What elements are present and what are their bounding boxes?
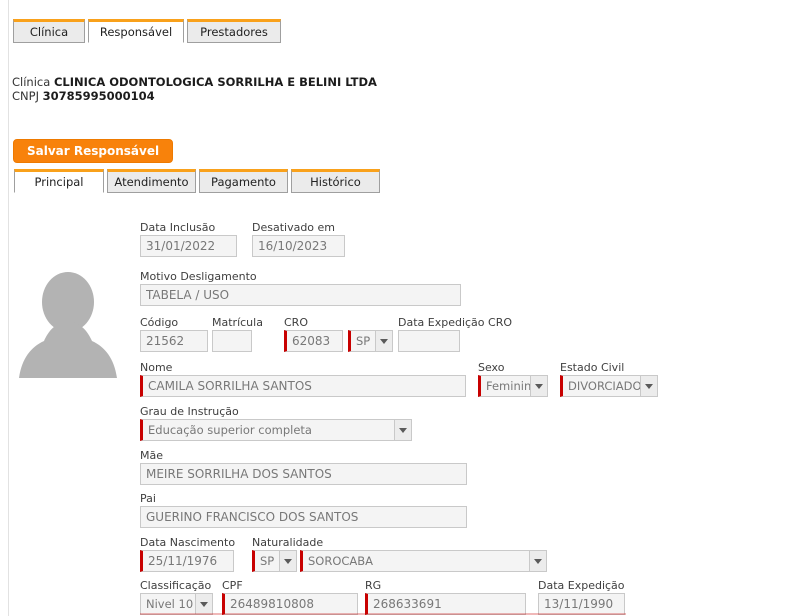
field-data-expedicao-cro: Data Expedição CRO <box>398 316 513 352</box>
motivo-desligamento-input[interactable] <box>140 284 461 306</box>
sexo-value: Feminino <box>486 379 530 393</box>
classificacao-label: Classificação <box>140 579 212 592</box>
grau-instrucao-value: Educação superior completa <box>148 423 312 437</box>
tab-pagamento[interactable]: Pagamento <box>199 169 288 193</box>
clinic-label: Clínica <box>12 75 51 89</box>
field-classificacao: Classificação Nivel 10 <box>140 579 213 615</box>
cnpj-label: CNPJ <box>12 89 39 103</box>
field-motivo-desligamento: Motivo Desligamento <box>140 270 461 306</box>
avatar <box>13 262 123 378</box>
clinic-info: Clínica CLINICA ODONTOLOGICA SORRILHA E … <box>12 75 377 103</box>
cpf-input[interactable] <box>222 593 358 615</box>
cpf-label: CPF <box>222 579 243 592</box>
field-data-inclusao: Data Inclusão <box>140 221 237 257</box>
field-rg: RG <box>365 579 526 615</box>
tab-responsavel[interactable]: Responsável <box>88 19 184 43</box>
mae-label: Mãe <box>140 449 163 462</box>
codigo-label: Código <box>140 316 179 329</box>
field-sexo: Sexo Feminino <box>478 361 548 397</box>
tab-prestadores[interactable]: Prestadores <box>187 19 281 43</box>
matricula-input[interactable] <box>212 330 252 352</box>
cro-uf-select[interactable]: SP <box>348 330 393 352</box>
cro-uf-value: SP <box>356 334 371 348</box>
rg-label: RG <box>365 579 382 592</box>
naturalidade-label: Naturalidade <box>252 536 324 549</box>
data-expedicao-cro-label: Data Expedição CRO <box>398 316 513 329</box>
codigo-input[interactable] <box>140 330 208 352</box>
field-cro-uf: SP <box>348 330 393 352</box>
field-estado-civil: Estado Civil DIVORCIADO <box>560 361 658 397</box>
data-inclusao-label: Data Inclusão <box>140 221 216 234</box>
pai-input[interactable] <box>140 506 467 528</box>
estado-civil-value: DIVORCIADO <box>568 379 640 393</box>
page-left-border <box>8 0 9 616</box>
classificacao-value: Nivel 10 <box>146 597 194 611</box>
nome-label: Nome <box>140 361 173 374</box>
grau-instrucao-select[interactable]: Educação superior completa <box>140 419 412 441</box>
field-pai: Pai <box>140 492 467 528</box>
main-tabs: Clínica Responsável Prestadores <box>13 19 281 43</box>
clinic-name: CLINICA ODONTOLOGICA SORRILHA E BELINI L… <box>53 75 377 89</box>
chevron-down-icon[interactable] <box>530 376 547 396</box>
field-data-nascimento: Data Nascimento <box>140 536 236 572</box>
chevron-down-icon[interactable] <box>279 551 296 571</box>
tab-principal[interactable]: Principal <box>14 169 104 193</box>
chevron-down-icon[interactable] <box>640 376 657 396</box>
nome-input[interactable] <box>140 375 466 397</box>
rg-input[interactable] <box>365 593 526 615</box>
desativado-em-input[interactable] <box>252 235 345 257</box>
sexo-select[interactable]: Feminino <box>478 375 548 397</box>
desativado-em-label: Desativado em <box>252 221 336 234</box>
sexo-label: Sexo <box>478 361 505 374</box>
naturalidade-uf-value: SP <box>260 554 275 568</box>
data-expedicao-input[interactable] <box>538 593 625 615</box>
field-matricula: Matrícula <box>212 316 263 352</box>
naturalidade-uf-select[interactable]: SP <box>252 550 297 572</box>
data-nascimento-input[interactable] <box>140 550 234 572</box>
field-nome: Nome <box>140 361 466 397</box>
pai-label: Pai <box>140 492 156 505</box>
cutoff-row-top-border <box>140 613 626 615</box>
chevron-down-icon[interactable] <box>375 331 392 351</box>
tab-atendimento[interactable]: Atendimento <box>107 169 196 193</box>
chevron-down-icon[interactable] <box>394 420 411 440</box>
naturalidade-cidade-value: SOROCABA <box>308 554 374 568</box>
cro-label: CRO <box>284 316 308 329</box>
tab-clinica[interactable]: Clínica <box>13 19 85 43</box>
field-naturalidade: Naturalidade SP SOROCABA <box>252 536 547 572</box>
data-expedicao-cro-input[interactable] <box>398 330 460 352</box>
chevron-down-icon[interactable] <box>195 594 212 614</box>
estado-civil-label: Estado Civil <box>560 361 625 374</box>
motivo-desligamento-label: Motivo Desligamento <box>140 270 257 283</box>
chevron-down-icon[interactable] <box>529 551 546 571</box>
estado-civil-select[interactable]: DIVORCIADO <box>560 375 658 397</box>
classificacao-select[interactable]: Nivel 10 <box>140 593 213 615</box>
field-data-expedicao: Data Expedição <box>538 579 625 615</box>
field-grau-instrucao: Grau de Instrução Educação superior comp… <box>140 405 412 441</box>
clinic-name-line: Clínica CLINICA ODONTOLOGICA SORRILHA E … <box>12 75 377 89</box>
person-silhouette-icon <box>19 272 117 378</box>
mae-input[interactable] <box>140 463 467 485</box>
save-responsavel-button[interactable]: Salvar Responsável <box>13 139 174 163</box>
tab-historico[interactable]: Histórico <box>291 169 380 193</box>
cro-input[interactable] <box>284 330 343 352</box>
field-cro: CRO <box>284 316 343 352</box>
field-desativado-em: Desativado em <box>252 221 345 257</box>
data-nascimento-label: Data Nascimento <box>140 536 236 549</box>
data-expedicao-label: Data Expedição <box>538 579 625 592</box>
field-cpf: CPF <box>222 579 358 615</box>
field-codigo: Código <box>140 316 208 352</box>
field-mae: Mãe <box>140 449 467 485</box>
grau-instrucao-label: Grau de Instrução <box>140 405 239 418</box>
sub-tabs: Principal Atendimento Pagamento Históric… <box>14 169 380 193</box>
matricula-label: Matrícula <box>212 316 263 329</box>
data-inclusao-input[interactable] <box>140 235 237 257</box>
cnpj-value: 30785995000104 <box>42 89 155 103</box>
clinic-cnpj-line: CNPJ 30785995000104 <box>12 89 377 103</box>
naturalidade-cidade-select[interactable]: SOROCABA <box>300 550 547 572</box>
